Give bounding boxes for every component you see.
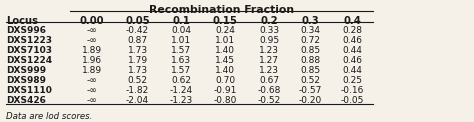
Text: -0.05: -0.05 <box>340 96 364 105</box>
Text: 1.45: 1.45 <box>215 56 235 65</box>
Text: 0.00: 0.00 <box>80 16 104 26</box>
Text: DXS426: DXS426 <box>6 96 46 105</box>
Text: -2.04: -2.04 <box>126 96 149 105</box>
Text: 0.87: 0.87 <box>128 36 147 45</box>
Text: DXS1110: DXS1110 <box>6 86 52 95</box>
Text: 0.52: 0.52 <box>128 76 147 85</box>
Text: 1.40: 1.40 <box>215 66 235 75</box>
Text: DXS989: DXS989 <box>6 76 46 85</box>
Text: 0.28: 0.28 <box>342 26 362 35</box>
Text: 0.24: 0.24 <box>215 26 235 35</box>
Text: -0.57: -0.57 <box>299 86 322 95</box>
Text: -0.16: -0.16 <box>340 86 364 95</box>
Text: Data are lod scores.: Data are lod scores. <box>6 112 92 121</box>
Text: 0.4: 0.4 <box>343 16 361 26</box>
Text: 0.15: 0.15 <box>213 16 237 26</box>
Text: 1.89: 1.89 <box>82 46 102 55</box>
Text: 1.96: 1.96 <box>82 56 102 65</box>
Text: DXS7103: DXS7103 <box>6 46 52 55</box>
Text: 0.25: 0.25 <box>342 76 362 85</box>
Text: 0.88: 0.88 <box>301 56 320 65</box>
Text: 1.01: 1.01 <box>171 36 191 45</box>
Text: -∞: -∞ <box>87 96 98 105</box>
Text: 0.46: 0.46 <box>342 56 362 65</box>
Text: -∞: -∞ <box>87 26 98 35</box>
Text: 1.01: 1.01 <box>215 36 235 45</box>
Text: 0.44: 0.44 <box>342 66 362 75</box>
Text: 1.57: 1.57 <box>171 66 191 75</box>
Text: 0.44: 0.44 <box>342 46 362 55</box>
Text: 0.46: 0.46 <box>342 36 362 45</box>
Text: 0.3: 0.3 <box>301 16 319 26</box>
Text: 1.27: 1.27 <box>259 56 279 65</box>
Text: -0.52: -0.52 <box>257 96 281 105</box>
Text: 1.63: 1.63 <box>171 56 191 65</box>
Text: DXS996: DXS996 <box>6 26 46 35</box>
Text: -0.91: -0.91 <box>213 86 237 95</box>
Text: 0.1: 0.1 <box>173 16 191 26</box>
Text: Locus: Locus <box>6 16 38 26</box>
Text: -0.42: -0.42 <box>126 26 149 35</box>
Text: 1.23: 1.23 <box>259 46 279 55</box>
Text: -1.23: -1.23 <box>170 96 193 105</box>
Text: 1.79: 1.79 <box>128 56 147 65</box>
Text: -0.20: -0.20 <box>299 96 322 105</box>
Text: -0.80: -0.80 <box>213 96 237 105</box>
Text: 0.04: 0.04 <box>172 26 191 35</box>
Text: Recombination Fraction: Recombination Fraction <box>149 5 294 15</box>
Text: 1.40: 1.40 <box>215 46 235 55</box>
Text: 1.73: 1.73 <box>128 66 147 75</box>
Text: 1.89: 1.89 <box>82 66 102 75</box>
Text: 0.33: 0.33 <box>259 26 279 35</box>
Text: DXS1224: DXS1224 <box>6 56 52 65</box>
Text: -1.24: -1.24 <box>170 86 193 95</box>
Text: 1.73: 1.73 <box>128 46 147 55</box>
Text: -∞: -∞ <box>87 76 98 85</box>
Text: 0.95: 0.95 <box>259 36 279 45</box>
Text: 0.62: 0.62 <box>172 76 191 85</box>
Text: 1.23: 1.23 <box>259 66 279 75</box>
Text: 0.85: 0.85 <box>301 46 320 55</box>
Text: 1.57: 1.57 <box>171 46 191 55</box>
Text: 0.05: 0.05 <box>125 16 150 26</box>
Text: 0.72: 0.72 <box>301 36 320 45</box>
Text: 0.85: 0.85 <box>301 66 320 75</box>
Text: 0.34: 0.34 <box>301 26 320 35</box>
Text: DXS999: DXS999 <box>6 66 46 75</box>
Text: 0.67: 0.67 <box>259 76 279 85</box>
Text: -1.82: -1.82 <box>126 86 149 95</box>
Text: 0.2: 0.2 <box>260 16 278 26</box>
Text: -∞: -∞ <box>87 86 98 95</box>
Text: -0.68: -0.68 <box>257 86 281 95</box>
Text: 0.70: 0.70 <box>215 76 235 85</box>
Text: DXS1223: DXS1223 <box>6 36 52 45</box>
Text: -∞: -∞ <box>87 36 98 45</box>
Text: 0.52: 0.52 <box>301 76 320 85</box>
